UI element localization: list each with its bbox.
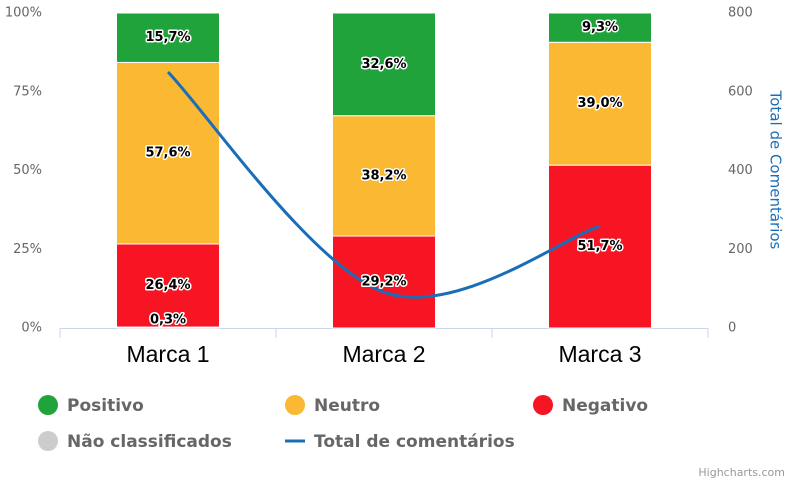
legend-symbol [38, 395, 58, 415]
bar-segment [116, 243, 220, 328]
bar-segment [548, 41, 652, 166]
data-label: 15,7% [145, 30, 190, 45]
y2-tick-label: 0 [728, 321, 736, 336]
legend-label: Total de comentários [314, 432, 515, 452]
data-label: 29,2% [361, 275, 406, 290]
x-tick-label: Marca 3 [558, 341, 641, 367]
y2-tick-label: 800 [728, 6, 753, 21]
data-label: 51,7% [577, 239, 622, 254]
legend-label: Neutro [314, 396, 380, 416]
y2-tick-label: 600 [728, 84, 753, 99]
y2-axis-title: Total de Comentários [767, 90, 785, 250]
bar-segment [332, 12, 436, 117]
x-tick-label: Marca 1 [126, 341, 209, 367]
bar-segment [332, 115, 436, 237]
legend-symbol [285, 395, 305, 415]
data-label: 9,3% [582, 20, 618, 35]
data-label: 57,6% [145, 146, 190, 161]
legend-label: Positivo [67, 396, 144, 416]
legend-label: Não classificados [67, 432, 232, 452]
bar-segment [548, 164, 652, 329]
x-tick-label: Marca 2 [342, 341, 425, 367]
bar-segment [116, 61, 220, 245]
y2-tick-label: 200 [728, 242, 753, 257]
y-tick-label: 100% [5, 6, 42, 21]
bar-segment [116, 12, 220, 63]
line-series [166, 71, 601, 299]
y2-tick-label: 400 [728, 163, 753, 178]
data-label: 39,0% [577, 96, 622, 111]
credits: Highcharts.com [698, 466, 785, 479]
legend-symbol [38, 431, 58, 451]
bar-segment [332, 235, 436, 329]
y-tick-label: 75% [13, 84, 42, 99]
legend-label: Negativo [562, 396, 648, 416]
data-label: 32,6% [361, 57, 406, 72]
legend-symbol [533, 395, 553, 415]
y-tick-label: 50% [13, 163, 42, 178]
data-label: 26,4% [145, 278, 190, 293]
y-tick-label: 25% [13, 242, 42, 257]
y-tick-label: 0% [21, 321, 42, 336]
data-label: 38,2% [361, 168, 406, 183]
bar-segment [548, 12, 652, 43]
data-label: 0,3% [150, 313, 186, 328]
